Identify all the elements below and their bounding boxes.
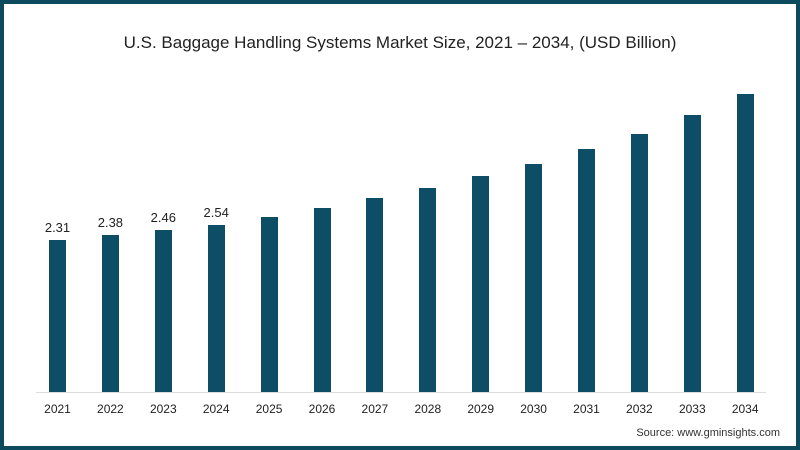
data-label: 2.38 — [97, 215, 124, 231]
bar-2033 — [683, 114, 701, 392]
data-label: 2.31 — [44, 220, 71, 235]
bar-2028 — [419, 188, 437, 392]
source-note: Source: www.gminsights.com — [636, 427, 780, 439]
bar-2023 — [154, 230, 172, 392]
x-tick-label: 2023 — [149, 402, 177, 416]
x-tick-label: 2033 — [678, 402, 706, 416]
bar-2034 — [736, 93, 754, 392]
bar-2027 — [366, 197, 384, 392]
bar-2024 — [207, 224, 225, 392]
x-tick-label: 2034 — [731, 402, 759, 416]
data-label: 2.46 — [150, 210, 176, 226]
chart-title: U.S. Baggage Handling Systems Market Siz… — [123, 33, 677, 52]
x-tick-label: 2027 — [361, 402, 389, 416]
x-tick-label: 2022 — [97, 402, 124, 416]
x-tick-label: 2024 — [202, 402, 230, 416]
bar-2022 — [101, 235, 119, 392]
x-tick-label: 2032 — [626, 402, 653, 416]
chart-frame — [4, 4, 796, 446]
x-tick-label: 2031 — [573, 402, 600, 416]
bar-2021 — [49, 240, 66, 392]
x-tick-label: 2025 — [255, 402, 283, 416]
x-tick-label: 2029 — [467, 402, 495, 416]
bar-2030 — [525, 164, 543, 392]
bar-2026 — [313, 207, 331, 392]
x-tick-label: 2028 — [414, 402, 442, 416]
bar-2025 — [260, 216, 278, 392]
x-tick-label: 2021 — [44, 402, 71, 416]
bar-2031 — [578, 149, 595, 392]
x-tick-label: 2030 — [520, 402, 547, 416]
data-label: 2.54 — [203, 204, 229, 220]
bar-2029 — [472, 176, 490, 392]
x-tick-label: 2026 — [308, 402, 336, 416]
x-axis-line — [36, 392, 766, 393]
bar-2032 — [630, 134, 648, 392]
